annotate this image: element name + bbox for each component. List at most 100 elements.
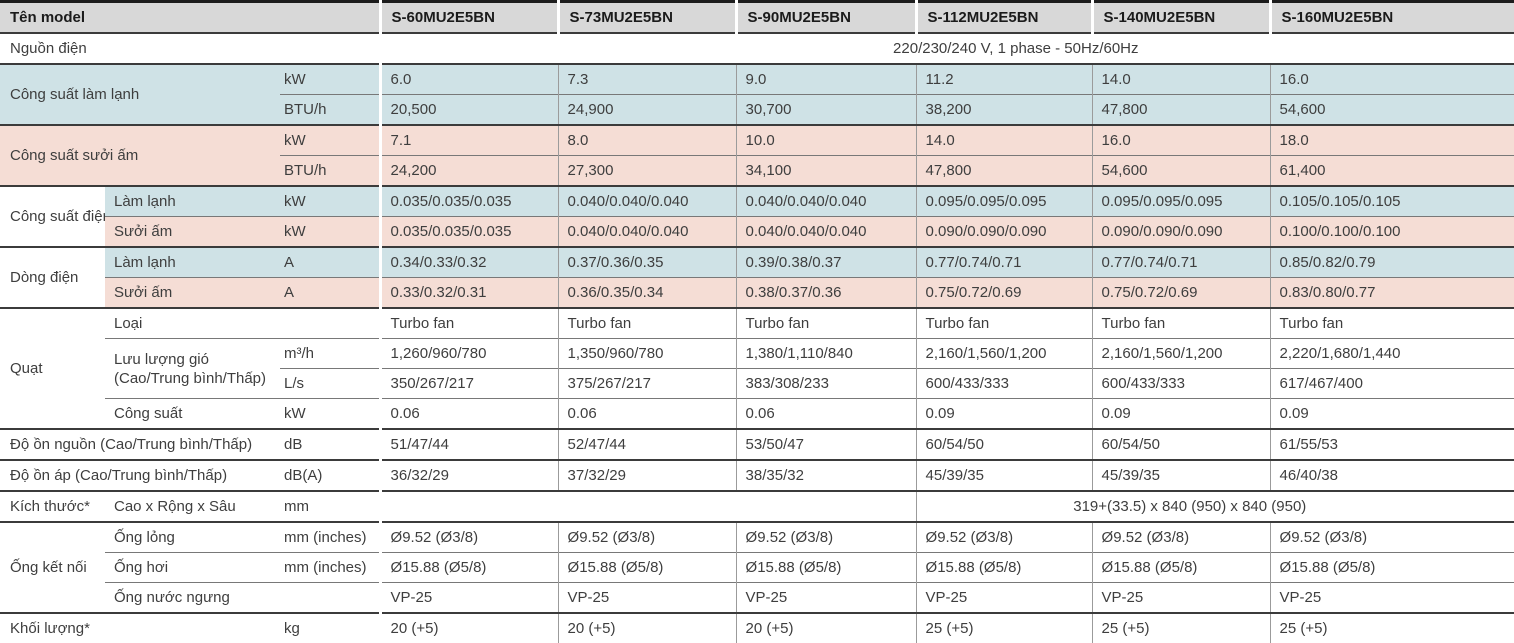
unit-cell: m³/h: [280, 338, 381, 369]
spec-value-cell: 18.0: [1269, 124, 1514, 156]
spec-value-cell: 0.85/0.82/0.79: [1269, 246, 1514, 278]
row-label-heating-capacity: Công suất sưởi ấm: [0, 124, 280, 186]
row-fan-type: Quạt Loại Turbo fan Turbo fan Turbo fan …: [0, 307, 1514, 429]
sub-label-cell: Sưởi ấm: [105, 277, 280, 308]
row-noise-power: Độ ồn nguồn (Cao/Trung bình/Thấp) dB 51/…: [0, 428, 1514, 460]
power-supply-value: 220/230/240 V, 1 phase - 50Hz/60Hz: [378, 32, 1514, 64]
sub-label-cell: Ống hơi: [105, 552, 280, 583]
spec-value-cell: 375/267/217: [557, 368, 737, 399]
spec-value-cell: 0.09: [915, 398, 1093, 429]
row-noise-pressure: Độ ồn áp (Cao/Trung bình/Thấp) dB(A) 36/…: [0, 459, 1514, 491]
unit-cell: kW: [280, 185, 381, 217]
spec-value-cell: 25 (+5): [915, 612, 1093, 643]
row-label-dimensions: Kích thước*: [0, 490, 105, 522]
spec-value-cell: 20,500: [378, 94, 559, 125]
row-heating-btu: BTU/h 24,200 27,300 34,100 47,800 54,600…: [0, 155, 1514, 186]
spec-value-cell: 10.0: [735, 124, 917, 156]
spec-value-cell: 11.2: [915, 63, 1093, 95]
spec-value-cell: 1,260/960/780: [378, 338, 559, 369]
spec-value-cell: 0.105/0.105/0.105: [1269, 185, 1514, 217]
spec-value-cell: Ø9.52 (Ø3/8): [1091, 521, 1271, 553]
spec-value-cell: 7.1: [378, 124, 559, 156]
spec-value-cell: 30,700: [735, 94, 917, 125]
sub-label-cell: Sưởi ấm: [105, 216, 280, 247]
sub-label-cell: Loại: [105, 307, 381, 339]
spec-value-cell: 0.040/0.040/0.040: [557, 216, 737, 247]
spec-value-cell: Turbo fan: [378, 307, 559, 339]
row-pipe-drain: Ống nước ngưng VP-25 VP-25 VP-25 VP-25 V…: [0, 582, 1514, 613]
spec-value-cell: Ø15.88 (Ø5/8): [1091, 552, 1271, 583]
spec-value-cell: Turbo fan: [735, 307, 917, 339]
spec-value-cell: 0.090/0.090/0.090: [915, 216, 1093, 247]
spec-value-cell: 0.06: [557, 398, 737, 429]
unit-cell: dB(A): [280, 459, 381, 491]
row-current-heating: Sưởi ấm A 0.33/0.32/0.31 0.36/0.35/0.34 …: [0, 277, 1514, 308]
sub-label-cell: Cao x Rộng x Sâu: [105, 490, 280, 522]
spec-value-cell: 8.0: [557, 124, 737, 156]
unit-cell: mm (inches): [280, 552, 381, 583]
spec-value-cell: Ø9.52 (Ø3/8): [1269, 521, 1514, 553]
spec-value-cell: Ø15.88 (Ø5/8): [915, 552, 1093, 583]
spec-value-cell: 0.035/0.035/0.035: [378, 216, 559, 247]
spec-value-cell: 0.75/0.72/0.69: [915, 277, 1093, 308]
model-name: S-73MU2E5BN: [556, 1, 737, 33]
unit-cell: BTU/h: [280, 155, 381, 186]
spec-value-cell: 0.095/0.095/0.095: [915, 185, 1093, 217]
row-current-cooling: Dòng điện Làm lạnh A 0.34/0.33/0.32 0.37…: [0, 246, 1514, 308]
row-dimensions: Kích thước* Cao x Rộng x Sâu mm 319+(33.…: [0, 490, 1514, 522]
spec-value-cell: Turbo fan: [557, 307, 737, 339]
sub-label-cell: Làm lạnh: [105, 185, 280, 217]
spec-value-cell: 0.37/0.36/0.35: [557, 246, 737, 278]
spec-value-cell: 51/47/44: [378, 428, 559, 460]
row-airflow-m3h: Lưu lượng gió (Cao/Trung bình/Thấp) m³/h …: [0, 338, 1514, 399]
spec-value-cell: 0.36/0.35/0.34: [557, 277, 737, 308]
spec-value-cell: 27,300: [557, 155, 737, 186]
row-label-current: Dòng điện: [0, 246, 105, 308]
spec-value-cell: 2,220/1,680/1,440: [1269, 338, 1514, 369]
spec-value-cell: Ø9.52 (Ø3/8): [915, 521, 1093, 553]
row-airflow-ls: L/s 350/267/217 375/267/217 383/308/233 …: [0, 368, 1514, 399]
dimensions-value: 319+(33.5) x 840 (950) x 840 (950): [915, 490, 1514, 522]
unit-cell: kW: [280, 398, 381, 429]
spec-value-cell: VP-25: [557, 582, 737, 613]
sub-label-cell: Công suất: [105, 398, 280, 429]
spec-value-cell: 16.0: [1091, 124, 1271, 156]
header-row: Tên model S-60MU2E5BN S-73MU2E5BN S-90MU…: [0, 1, 1514, 33]
unit-cell: kg: [280, 612, 381, 643]
spec-value-cell: 2,160/1,560/1,200: [915, 338, 1093, 369]
spec-value-cell: 0.34/0.33/0.32: [378, 246, 559, 278]
spec-value-cell: 61,400: [1269, 155, 1514, 186]
spec-value-cell: 45/39/35: [915, 459, 1093, 491]
spec-value-cell: 0.38/0.37/0.36: [735, 277, 917, 308]
unit-cell: BTU/h: [280, 94, 381, 125]
spec-value-cell: 38,200: [915, 94, 1093, 125]
spec-value-cell: 0.09: [1091, 398, 1271, 429]
row-label-noise-pressure: Độ ồn áp (Cao/Trung bình/Thấp): [0, 459, 280, 491]
row-power-consumption-heating: Sưởi ấm kW 0.035/0.035/0.035 0.040/0.040…: [0, 216, 1514, 247]
spec-value-cell: 0.77/0.74/0.71: [915, 246, 1093, 278]
spec-value-cell: VP-25: [378, 582, 559, 613]
spec-value-cell: 47,800: [915, 155, 1093, 186]
unit-cell: mm: [280, 490, 381, 522]
row-fan-power: Công suất kW 0.06 0.06 0.06 0.09 0.09 0.…: [0, 398, 1514, 429]
model-name: S-160MU2E5BN: [1268, 1, 1514, 33]
spec-value-cell: 24,200: [378, 155, 559, 186]
spec-value-cell: 2,160/1,560/1,200: [1091, 338, 1271, 369]
spec-value-cell: 38/35/32: [735, 459, 917, 491]
spec-value-cell: 16.0: [1269, 63, 1514, 95]
sub-label-cell: Lưu lượng gió (Cao/Trung bình/Thấp): [105, 338, 280, 399]
unit-cell: kW: [280, 216, 381, 247]
spec-value-cell: 383/308/233: [735, 368, 917, 399]
spec-value-cell: VP-25: [915, 582, 1093, 613]
spec-value-cell: 25 (+5): [1269, 612, 1514, 643]
spec-value-cell: Ø9.52 (Ø3/8): [735, 521, 917, 553]
spec-value-cell: 60/54/50: [1091, 428, 1271, 460]
spec-value-cell: 0.040/0.040/0.040: [735, 185, 917, 217]
spec-value-cell: 54,600: [1091, 155, 1271, 186]
spec-value-cell: 34,100: [735, 155, 917, 186]
spec-value-cell: Ø9.52 (Ø3/8): [378, 521, 559, 553]
spec-value-cell: 14.0: [1091, 63, 1271, 95]
spec-value-cell: 0.090/0.090/0.090: [1091, 216, 1271, 247]
spec-value-cell: Ø9.52 (Ø3/8): [557, 521, 737, 553]
